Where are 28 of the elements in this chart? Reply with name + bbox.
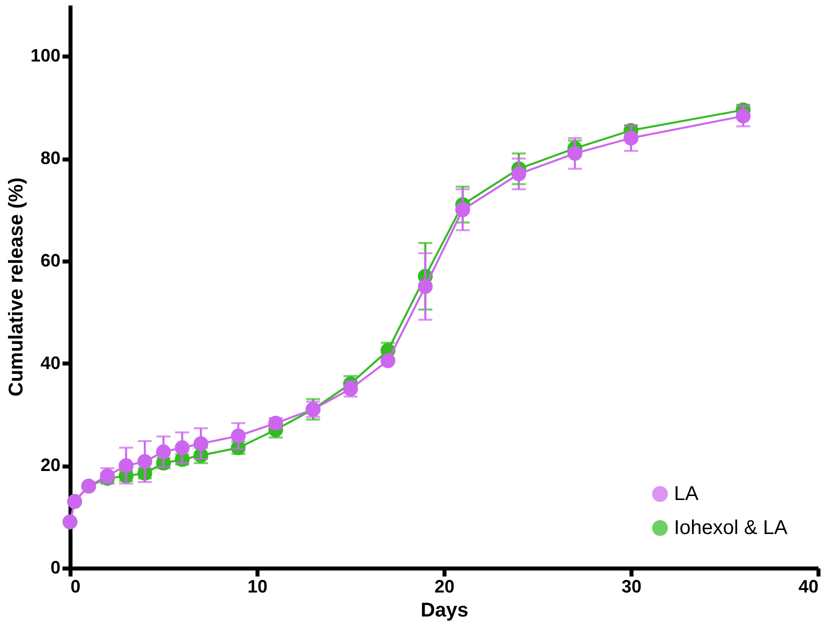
point <box>736 108 751 124</box>
point <box>418 279 433 294</box>
point <box>624 130 638 146</box>
point <box>118 458 134 474</box>
y-axis-title: Cumulative release (%) <box>5 178 28 396</box>
y-tick-label: 40 <box>40 352 60 373</box>
y-tick-label: 20 <box>40 455 60 476</box>
x-tick-label: 20 <box>434 576 455 596</box>
point <box>156 444 171 460</box>
x-tick-label: 40 <box>798 576 818 596</box>
y-tick-label: 0 <box>50 558 60 578</box>
point <box>137 454 152 469</box>
legend-label: LA <box>674 483 700 505</box>
point <box>193 436 208 452</box>
y-tick-label: 100 <box>30 46 60 66</box>
point <box>174 440 190 456</box>
x-tick-label: 0 <box>70 576 81 596</box>
point <box>380 353 396 368</box>
point <box>511 166 526 182</box>
point <box>455 202 470 218</box>
y-tick-label: 60 <box>40 250 60 270</box>
point <box>230 428 246 444</box>
point <box>567 146 582 161</box>
y-tick-label: 80 <box>40 148 60 168</box>
x-tick-label: 30 <box>621 576 642 596</box>
legend-label: Iohexol & LA <box>674 517 788 539</box>
x-axis-title: Days <box>420 600 468 622</box>
x-tick-label: 10 <box>247 576 268 596</box>
